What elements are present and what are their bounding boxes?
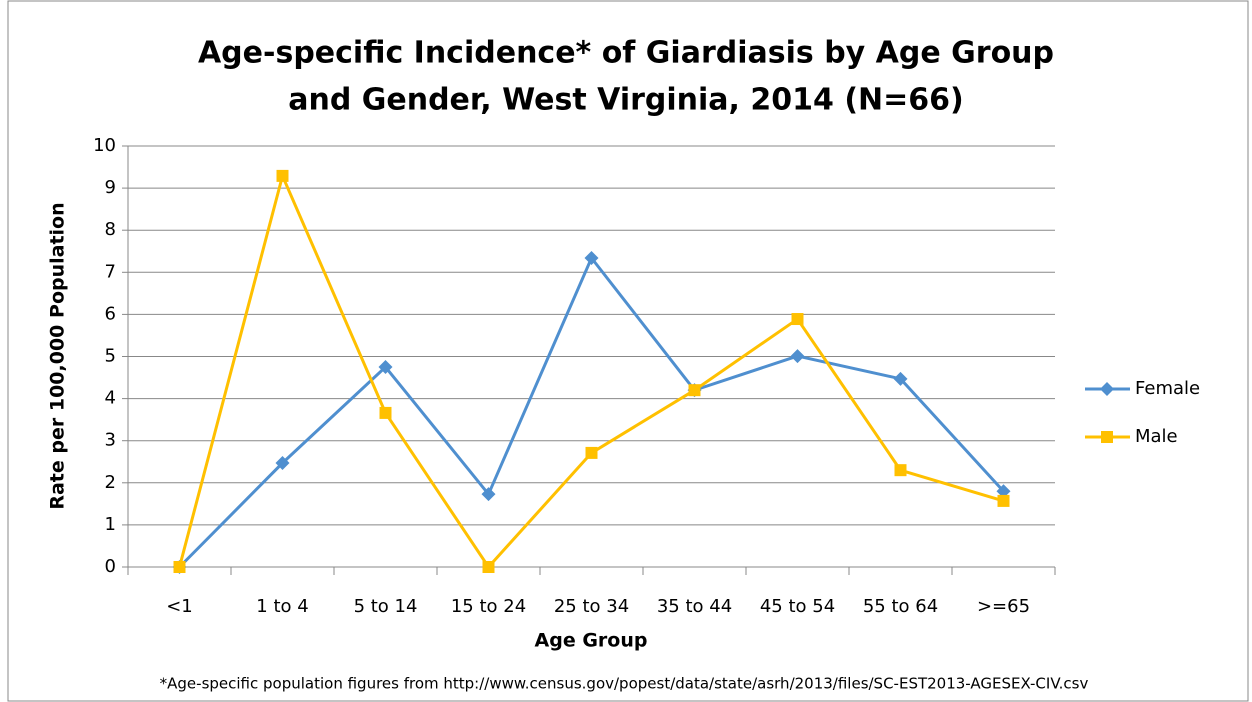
y-tick-label: 5 <box>105 346 116 367</box>
y-tick-label: 1 <box>105 514 116 535</box>
marker <box>173 561 186 573</box>
chart-subtitle: and Gender, West Virginia, 2014 (N=66) <box>288 83 964 118</box>
marker <box>481 487 496 502</box>
marker <box>894 464 907 477</box>
legend-label: Female <box>1135 378 1200 399</box>
marker <box>482 561 495 573</box>
x-tick-label: <1 <box>166 596 193 617</box>
marker <box>378 360 393 375</box>
x-axis-title: Age Group <box>535 630 648 652</box>
y-tick-label: 6 <box>105 303 116 324</box>
marker <box>275 456 290 471</box>
marker <box>997 494 1010 507</box>
y-axis-title: Rate per 100,000 Population <box>47 202 69 509</box>
marker <box>1100 382 1114 396</box>
y-tick-label: 0 <box>105 556 116 577</box>
x-tick-label: 25 to 34 <box>554 596 629 617</box>
chart-frame <box>7 0 1249 702</box>
y-tick-label: 9 <box>105 177 116 198</box>
footnote: *Age-specific population figures from ht… <box>160 675 1089 693</box>
marker <box>688 384 701 397</box>
y-tick-label: 2 <box>105 472 116 493</box>
marker <box>584 250 599 265</box>
marker <box>585 446 598 459</box>
marker <box>893 371 908 386</box>
marker <box>790 349 805 364</box>
x-tick-label: 55 to 64 <box>863 596 938 617</box>
y-tick-label: 3 <box>105 430 116 451</box>
y-tick-label: 4 <box>105 388 116 409</box>
y-tick-label: 10 <box>93 135 116 156</box>
x-tick-label: 45 to 54 <box>760 596 835 617</box>
chart-title: Age-specific Incidence* of Giardiasis by… <box>198 36 1054 71</box>
legend-label: Male <box>1135 426 1178 447</box>
marker <box>1101 431 1113 443</box>
x-tick-label: 1 to 4 <box>256 596 308 617</box>
y-tick-label: 8 <box>105 219 116 240</box>
x-tick-label: 35 to 44 <box>657 596 732 617</box>
marker <box>276 169 289 182</box>
marker <box>379 406 392 419</box>
marker <box>996 484 1011 499</box>
x-tick-label: >=65 <box>977 596 1030 617</box>
marker <box>791 313 804 326</box>
x-tick-label: 5 to 14 <box>354 596 418 617</box>
x-tick-label: 15 to 24 <box>451 596 526 617</box>
y-tick-label: 7 <box>105 261 116 282</box>
